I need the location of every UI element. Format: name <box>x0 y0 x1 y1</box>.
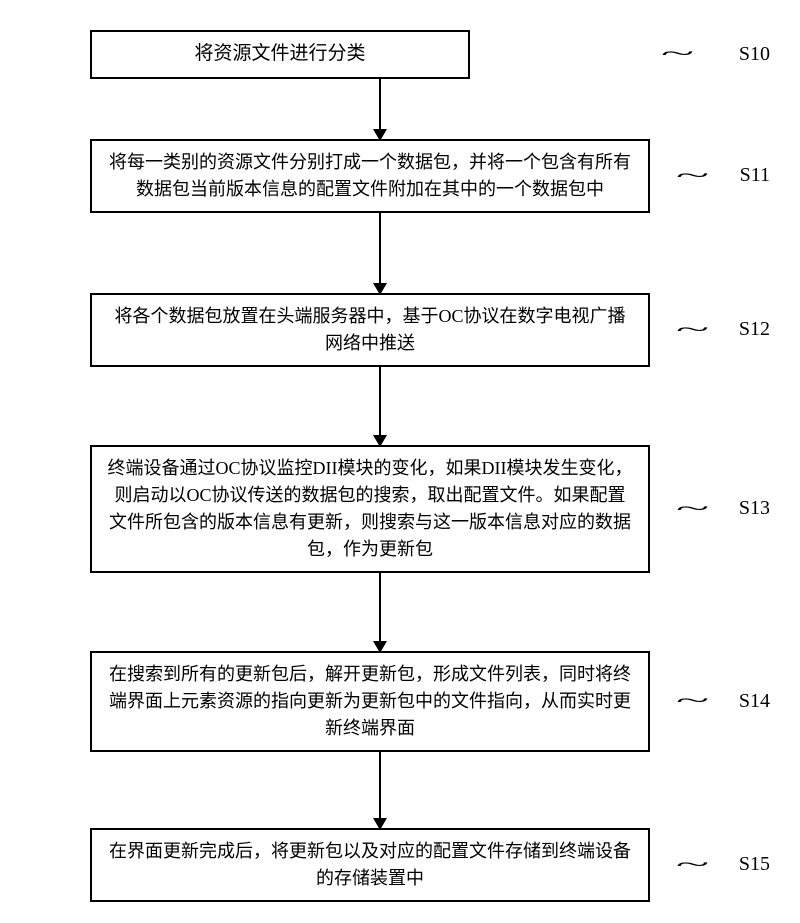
connector-tilde: ~ <box>676 163 709 189</box>
flow-box-text: 将每一类别的资源文件分别打成一个数据包，并将一个包含有所有数据包当前版本信息的配… <box>106 149 634 203</box>
flowchart-container: 将资源文件进行分类 ~ S10 将每一类别的资源文件分别打成一个数据包，并将一个包含有… <box>0 30 800 902</box>
flow-row-s10: 将资源文件进行分类 ~ S10 <box>0 30 800 79</box>
flow-box-text: 在搜索到所有的更新包后，解开更新包，形成文件列表，同时将终端界面上元素资源的指向… <box>106 661 634 742</box>
flow-row-s11: 将每一类别的资源文件分别打成一个数据包，并将一个包含有所有数据包当前版本信息的配… <box>0 139 800 213</box>
step-label-s12: S12 <box>739 318 770 341</box>
step-label-s11: S11 <box>740 164 770 187</box>
flow-box-s10: 将资源文件进行分类 <box>90 30 470 79</box>
connector-tilde: ~ <box>676 317 709 343</box>
arrow-down <box>0 367 780 445</box>
flow-box-s15: 在界面更新完成后，将更新包以及对应的配置文件存储到终端设备的存储装置中 <box>90 828 650 902</box>
flow-box-text: 在界面更新完成后，将更新包以及对应的配置文件存储到终端设备的存储装置中 <box>106 838 634 892</box>
flow-box-text: 将资源文件进行分类 <box>194 40 365 69</box>
connector-tilde: ~ <box>661 41 694 67</box>
arrow-down <box>0 213 780 293</box>
flow-row-s13: 终端设备通过OC协议监控DII模块的变化，如果DII模块发生变化，则启动以OC协… <box>0 445 800 573</box>
flow-box-s14: 在搜索到所有的更新包后，解开更新包，形成文件列表，同时将终端界面上元素资源的指向… <box>90 651 650 752</box>
flow-row-s15: 在界面更新完成后，将更新包以及对应的配置文件存储到终端设备的存储装置中 ~ S15 <box>0 828 800 902</box>
step-label-s10: S10 <box>739 43 770 66</box>
flow-row-s14: 在搜索到所有的更新包后，解开更新包，形成文件列表，同时将终端界面上元素资源的指向… <box>0 651 800 752</box>
step-label-s13: S13 <box>739 497 770 520</box>
arrow-down <box>0 79 780 139</box>
connector-tilde: ~ <box>676 496 709 522</box>
flow-box-text: 终端设备通过OC协议监控DII模块的变化，如果DII模块发生变化，则启动以OC协… <box>106 455 634 563</box>
arrow-down <box>0 573 780 651</box>
connector-tilde: ~ <box>676 852 709 878</box>
arrow-down <box>0 752 780 828</box>
flow-row-s12: 将各个数据包放置在头端服务器中，基于OC协议在数字电视广播网络中推送 ~ S12 <box>0 293 800 367</box>
flow-box-text: 将各个数据包放置在头端服务器中，基于OC协议在数字电视广播网络中推送 <box>106 303 634 357</box>
step-label-s15: S15 <box>739 853 770 876</box>
step-label-s14: S14 <box>739 690 770 713</box>
flow-box-s11: 将每一类别的资源文件分别打成一个数据包，并将一个包含有所有数据包当前版本信息的配… <box>90 139 650 213</box>
connector-tilde: ~ <box>676 688 709 714</box>
flow-box-s12: 将各个数据包放置在头端服务器中，基于OC协议在数字电视广播网络中推送 <box>90 293 650 367</box>
flow-box-s13: 终端设备通过OC协议监控DII模块的变化，如果DII模块发生变化，则启动以OC协… <box>90 445 650 573</box>
